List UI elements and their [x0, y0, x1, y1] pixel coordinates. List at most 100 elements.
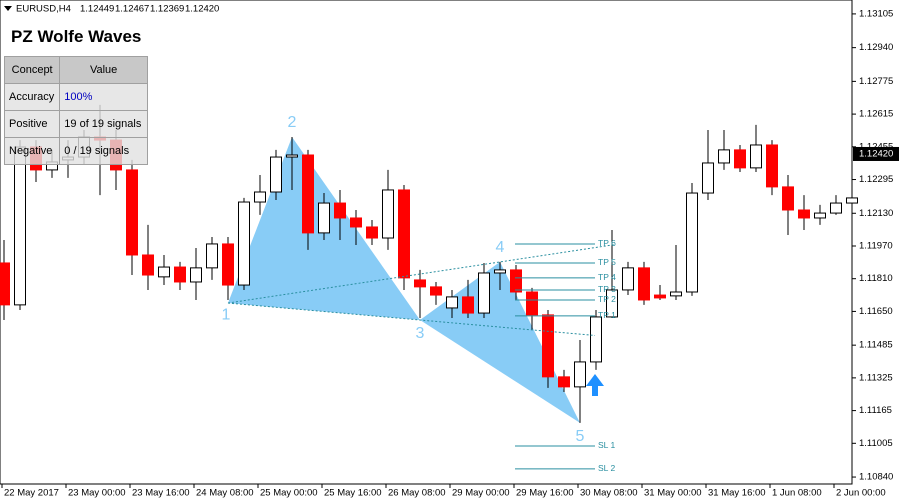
- x-tick-label: 25 May 16:00: [324, 488, 382, 499]
- candle-body: [14, 146, 26, 306]
- y-tick-label: 1.11165: [859, 405, 892, 416]
- candle-body: [206, 243, 218, 269]
- cell: Negative: [3, 137, 61, 165]
- candle-body: [398, 189, 410, 279]
- x-tick-label: 29 May 16:00: [516, 488, 574, 499]
- candle-body: [798, 209, 810, 219]
- level-label: TP 4: [598, 272, 616, 282]
- y-tick-label: 1.11970: [859, 241, 893, 252]
- info-panel: PZ Wolfe Waves Concept Value Accuracy 100%…: [3, 18, 148, 165]
- candle-body: [334, 202, 346, 219]
- y-tick-label: 1.12940: [859, 42, 893, 53]
- symbol: EURUSD,H4: [16, 4, 71, 15]
- candle-body: [222, 243, 234, 286]
- candle-body: [174, 266, 186, 283]
- candle-body: [622, 267, 634, 291]
- x-tick-label: 22 May 2017: [4, 488, 59, 499]
- candle-body: [366, 226, 378, 239]
- y-tick-label: 1.11005: [859, 438, 893, 449]
- candle-body: [270, 156, 282, 193]
- candle-body: [766, 144, 778, 188]
- x-tick-label: 25 May 00:00: [260, 488, 318, 499]
- wave-dotted-line: [227, 244, 616, 304]
- candle-body: [782, 186, 794, 211]
- wave-label: 5: [576, 428, 585, 445]
- level-label: SL 2: [598, 463, 615, 473]
- candle-body: [734, 149, 746, 169]
- plot-frame: [0, 0, 853, 485]
- candle-body: [750, 144, 762, 169]
- cell: Positive: [3, 110, 61, 138]
- level-label: TP 5: [598, 257, 616, 267]
- y-tick-label: 1.12615: [859, 109, 893, 120]
- y-tick-label: 1.11325: [859, 372, 893, 383]
- candle-body: [158, 266, 170, 278]
- candle-body: [670, 291, 682, 297]
- candle-body: [606, 289, 618, 318]
- candle-body: [414, 279, 426, 288]
- y-tick-label: 1.13105: [859, 8, 893, 19]
- cell: 0 / 19 signals: [59, 137, 148, 165]
- candle-body: [254, 191, 266, 203]
- candle-body: [142, 254, 154, 276]
- level-label: TP 3: [598, 284, 616, 294]
- candle-body: [702, 162, 714, 194]
- x-tick-label: 31 May 16:00: [708, 488, 766, 499]
- y-tick-label: 1.11650: [859, 306, 893, 317]
- candle-body: [830, 202, 842, 214]
- cell: 100%: [59, 83, 148, 111]
- candle-body: [574, 361, 586, 388]
- level-label: TP 2: [598, 294, 616, 304]
- candle-body: [382, 189, 394, 239]
- candle-body: [814, 212, 826, 219]
- candle-layer: [0, 104, 858, 423]
- menu-arrow[interactable]: [4, 6, 12, 11]
- x-tick-label: 31 May 00:00: [644, 488, 702, 499]
- x-tick-label: 23 May 16:00: [132, 488, 190, 499]
- y-tick-label: 1.12775: [859, 76, 893, 87]
- candle-body: [494, 269, 506, 274]
- candle-body: [638, 267, 650, 301]
- y-tick-label: 1.12295: [859, 174, 893, 185]
- col-head: Value: [59, 56, 148, 84]
- candle-body: [590, 316, 602, 363]
- candle-body: [430, 286, 442, 296]
- y-tick-label: 1.11485: [859, 340, 893, 351]
- candle-body: [462, 296, 474, 314]
- y-tick-label: 1.12455: [859, 141, 893, 152]
- candle-body: [126, 169, 138, 256]
- candle-body: [350, 217, 362, 228]
- candle-body: [318, 202, 330, 234]
- x-tick-label: 23 May 00:00: [68, 488, 126, 499]
- candle-body: [478, 272, 490, 314]
- x-tick-label: 2 Jun 00:00: [836, 488, 886, 499]
- candle-body: [654, 294, 666, 299]
- x-tick-label: 26 May 08:00: [388, 488, 446, 499]
- candle-body: [510, 269, 522, 293]
- y-tick-label: 1.10840: [859, 472, 893, 483]
- wave-label: 3: [416, 325, 425, 342]
- y-tick-label: 1.11810: [859, 273, 893, 284]
- wave-label: 4: [496, 239, 505, 256]
- ohlc-close: 1.12420: [185, 4, 219, 15]
- panel-table: Concept Value Accuracy 100% Positive 19 of …: [3, 56, 148, 165]
- candle-body: [0, 262, 10, 306]
- candle-body: [846, 197, 858, 204]
- candle-body: [190, 267, 202, 283]
- candle-body: [718, 149, 730, 164]
- current-price-label: 1.12420: [859, 148, 893, 159]
- overlay-layer: 1 2 3 4 5 TP 6 TP 5 TP 4 TP 3TP 2 TP 1 SL 1 SL 2: [222, 114, 617, 473]
- candle-body: [302, 154, 314, 234]
- current-price-box: [853, 146, 899, 161]
- level-label: TP 6: [598, 238, 616, 248]
- cell: Accuracy: [3, 83, 61, 111]
- candle-body: [286, 154, 298, 158]
- wave-label: 2: [288, 114, 297, 131]
- candle-body: [446, 296, 458, 309]
- candle-body: [686, 192, 698, 293]
- ohlc-open: 1.12449: [80, 4, 114, 15]
- ohlc-low: 1.12369: [150, 4, 184, 15]
- wave-label: 1: [222, 306, 231, 323]
